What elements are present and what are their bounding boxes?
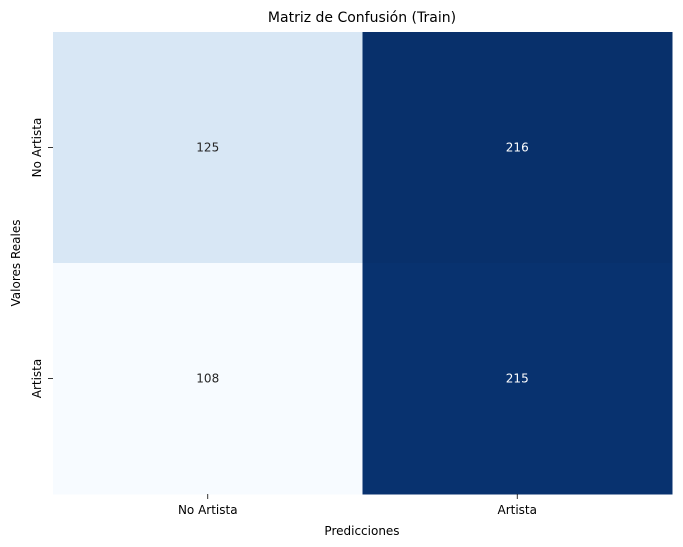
y-tick-label-1: Artista [30,359,44,399]
heatmap-cell-r0-c1 [362,32,673,264]
heatmap-cell-r0-c0 [53,32,363,264]
y-tick-label-0: No Artista [30,118,44,178]
y-axis-label: Valores Reales [9,220,23,307]
cell-value-r1-c0: 108 [196,372,219,386]
cell-value-r1-c1: 215 [506,372,529,386]
x-tick-label-1: Artista [498,503,538,517]
heatmap-cells [53,32,673,495]
y-axis-ticks: No Artista Artista [30,118,53,399]
cell-value-r0-c1: 216 [506,141,529,155]
cell-value-r0-c0: 125 [196,141,219,155]
x-axis-ticks: No Artista Artista [178,494,537,517]
heatmap-cell-r1-c0 [53,263,363,495]
x-tick-label-0: No Artista [178,503,238,517]
heatmap-cell-r1-c1 [362,263,673,495]
cell-value-labels: 125 216 108 215 [196,141,528,386]
chart-title: Matriz de Confusión (Train) [268,10,456,26]
x-axis-label: Predicciones [324,524,399,538]
